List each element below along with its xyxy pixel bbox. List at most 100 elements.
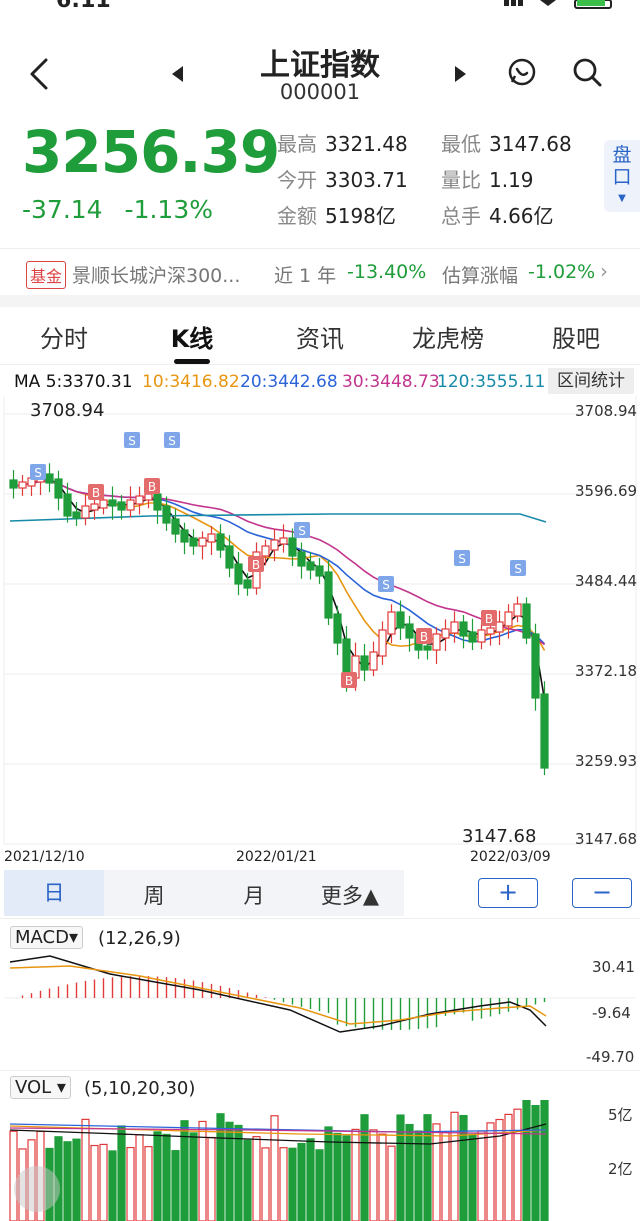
search-icon[interactable] [571,56,603,88]
volume-bar [414,1130,423,1221]
period-week[interactable]: 周 [143,884,165,908]
ma-legend: MA 5:3370.31 10:3416.82 20:3442.68 30:34… [0,368,640,396]
order-book-button[interactable]: 盘口 ▼ [604,140,640,212]
volume-bar [405,1123,414,1221]
kline-chart[interactable]: S S S S S S S B B B B B B [0,396,640,868]
candle [261,545,270,557]
candle [18,481,27,489]
macd-y-label: -9.64 [592,1004,631,1022]
buy-marker [416,628,432,644]
candle [216,533,225,551]
kline-y-label: 3372.18 [575,662,638,680]
macd-chart[interactable] [0,950,640,1068]
kline-date-label: 2021/12/10 [4,849,85,865]
volume-chart[interactable] [0,1100,640,1221]
volume-bar [486,1122,495,1221]
macd-params: (12,26,9) [98,928,181,949]
period-day[interactable]: 日 [4,870,104,916]
volume-bar [324,1126,333,1221]
stock-code: 000001 [279,80,361,104]
candle [315,565,324,577]
status-bar: 6:11 [0,0,640,18]
tab-kline[interactable]: K线 [170,325,214,353]
sell-marker [454,550,470,566]
volume-bar [495,1118,504,1221]
volume-bar [387,1145,396,1221]
candle [198,537,207,547]
tab-underline [174,359,210,364]
stat-open: 今开 3303.71 [277,168,408,192]
volume-bar [531,1104,540,1221]
candle [540,693,549,769]
range-stats-button[interactable]: 区间统计 [548,368,634,394]
prev-stock-icon[interactable] [172,66,183,82]
candle [441,628,450,639]
zoom-out-button[interactable]: − [572,878,632,908]
chat-icon[interactable] [506,56,538,88]
vol-selector[interactable]: VOL ▾ [10,1076,71,1099]
kline-y-label: 3259.93 [575,752,638,770]
candle [324,571,333,619]
change-percent: -1.13% [124,195,213,224]
sell-marker [164,432,180,448]
candle [189,537,198,547]
stat-low: 最低 3147.68 [441,132,572,156]
floating-assist-button[interactable] [14,1166,60,1212]
candle [423,645,432,651]
macd-selector[interactable]: MACD▾ [10,926,83,949]
kline-date-label: 2022/01/21 [236,849,317,865]
fund-period-return: -13.40% [347,261,427,283]
candle [117,501,126,511]
vol-params: (5,10,20,30) [84,1078,196,1099]
sell-marker-label: S [514,562,522,576]
volume-bar [9,1130,18,1221]
candle [468,631,477,643]
tab-dragon-tiger[interactable]: 龙虎榜 [412,325,484,353]
status-icons [504,0,612,9]
volume-bar [279,1147,288,1221]
candle [81,505,90,519]
tab-forum[interactable]: 股吧 [552,325,600,353]
buy-marker [481,610,497,626]
period-month[interactable]: 月 [243,884,265,908]
volume-bar [450,1111,459,1221]
volume-bar [99,1143,108,1221]
volume-bar [90,1144,99,1221]
ma120-line [9,513,547,523]
fund-period: 近 1 年 [274,265,337,287]
back-arrow-icon[interactable] [22,54,58,94]
candle [288,537,297,557]
sell-marker-label: S [34,466,42,480]
current-price: 3256.39 [22,118,280,186]
candle [477,629,486,643]
candle [99,499,108,509]
volume-bar [468,1133,477,1221]
buy-marker-label: B [485,612,493,626]
period-selector: 日 周 月 更多▲ [4,870,404,916]
volume-bar [333,1132,342,1221]
ma30-value: 30:3448.73 [342,372,440,392]
volume-bar [252,1136,261,1221]
zoom-in-button[interactable]: + [478,878,538,908]
tab-timeshare[interactable]: 分时 [40,325,88,353]
tab-news[interactable]: 资讯 [296,325,344,353]
candle [513,603,522,617]
candle [63,493,72,517]
volume-bar [297,1142,306,1221]
candle [531,633,540,699]
kline-y-label: 3708.94 [575,402,638,420]
kline-y-label: 3596.69 [575,482,638,500]
sell-marker [510,560,526,576]
fund-bar[interactable]: 基金 景顺长城沪深300... 近 1 年 -13.40% 估算涨幅 -1.02… [0,248,640,294]
buy-marker-label: B [345,674,353,688]
candle [270,539,279,551]
candle [279,537,288,545]
buy-marker [341,672,357,688]
kline-high-marker: 3708.94 [30,400,105,421]
candle [135,495,144,505]
volume-bar [288,1147,297,1221]
stat-volume-ratio: 量比 1.19 [441,168,534,192]
next-stock-icon[interactable] [455,66,466,82]
period-more[interactable]: 更多▲ [320,884,380,908]
kline-date-label: 2022/03/09 [470,849,551,865]
